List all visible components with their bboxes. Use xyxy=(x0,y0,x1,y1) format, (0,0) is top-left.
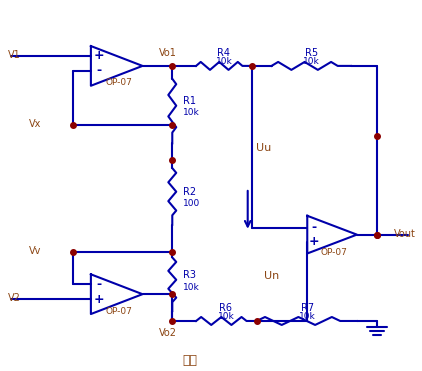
Text: 10k: 10k xyxy=(217,312,234,321)
Text: 100: 100 xyxy=(183,199,200,209)
Text: OP-07: OP-07 xyxy=(105,78,132,87)
Text: V1: V1 xyxy=(8,50,20,60)
Text: OP-07: OP-07 xyxy=(105,306,132,316)
Text: Vv: Vv xyxy=(30,246,42,256)
Text: R5: R5 xyxy=(305,48,318,58)
Text: Vo1: Vo1 xyxy=(160,48,177,58)
Text: Un: Un xyxy=(264,271,279,281)
Text: 10k: 10k xyxy=(299,312,316,321)
Text: Vo2: Vo2 xyxy=(160,328,177,338)
Text: 10k: 10k xyxy=(183,283,200,292)
Text: +: + xyxy=(94,293,104,306)
Text: R6: R6 xyxy=(219,303,233,313)
Text: OP-07: OP-07 xyxy=(321,248,347,257)
Text: R1: R1 xyxy=(183,96,196,106)
Text: +: + xyxy=(309,235,319,248)
Text: R7: R7 xyxy=(301,303,314,313)
Text: Vx: Vx xyxy=(30,119,42,129)
Text: 10k: 10k xyxy=(216,58,232,66)
Text: V2: V2 xyxy=(8,293,20,303)
Text: R4: R4 xyxy=(217,48,230,58)
Text: 图八: 图八 xyxy=(183,354,197,367)
Text: +: + xyxy=(94,49,104,62)
Text: -: - xyxy=(96,278,101,291)
Text: -: - xyxy=(311,221,317,234)
Text: R2: R2 xyxy=(183,187,196,197)
Text: -: - xyxy=(96,64,101,78)
Text: Uu: Uu xyxy=(256,143,271,153)
Text: R3: R3 xyxy=(183,270,196,280)
Text: Vout: Vout xyxy=(394,229,416,239)
Text: 10k: 10k xyxy=(303,58,319,66)
Text: 10k: 10k xyxy=(183,108,200,117)
